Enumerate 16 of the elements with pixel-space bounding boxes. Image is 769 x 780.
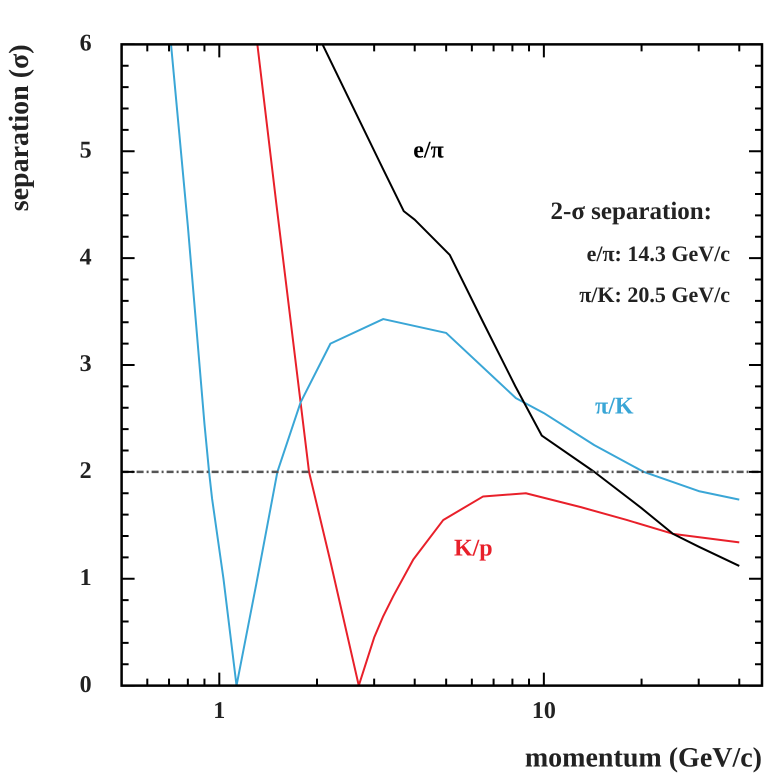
- annotation: e/π: 14.3 GeV/c: [586, 241, 730, 266]
- y-axis-title: separation (σ): [4, 44, 36, 212]
- y-tick-label: 6: [80, 30, 92, 57]
- y-tick-label: 0: [80, 672, 92, 698]
- x-tick-label: 10: [532, 698, 556, 724]
- y-tick-label: 3: [80, 351, 92, 378]
- y-tick-label: 2: [80, 458, 92, 484]
- y-tick-label: 4: [80, 244, 92, 270]
- annotation: 2-σ separation:: [550, 198, 712, 225]
- series-label: π/K: [595, 393, 634, 420]
- series-label: K/p: [454, 536, 493, 562]
- annotation: π/K: 20.5 GeV/c: [579, 282, 730, 308]
- series-label: e/π: [413, 138, 444, 164]
- x-axis-title: momentum (GeV/c): [524, 742, 762, 774]
- y-tick-label: 1: [80, 564, 92, 591]
- y-tick-label: 5: [80, 137, 92, 164]
